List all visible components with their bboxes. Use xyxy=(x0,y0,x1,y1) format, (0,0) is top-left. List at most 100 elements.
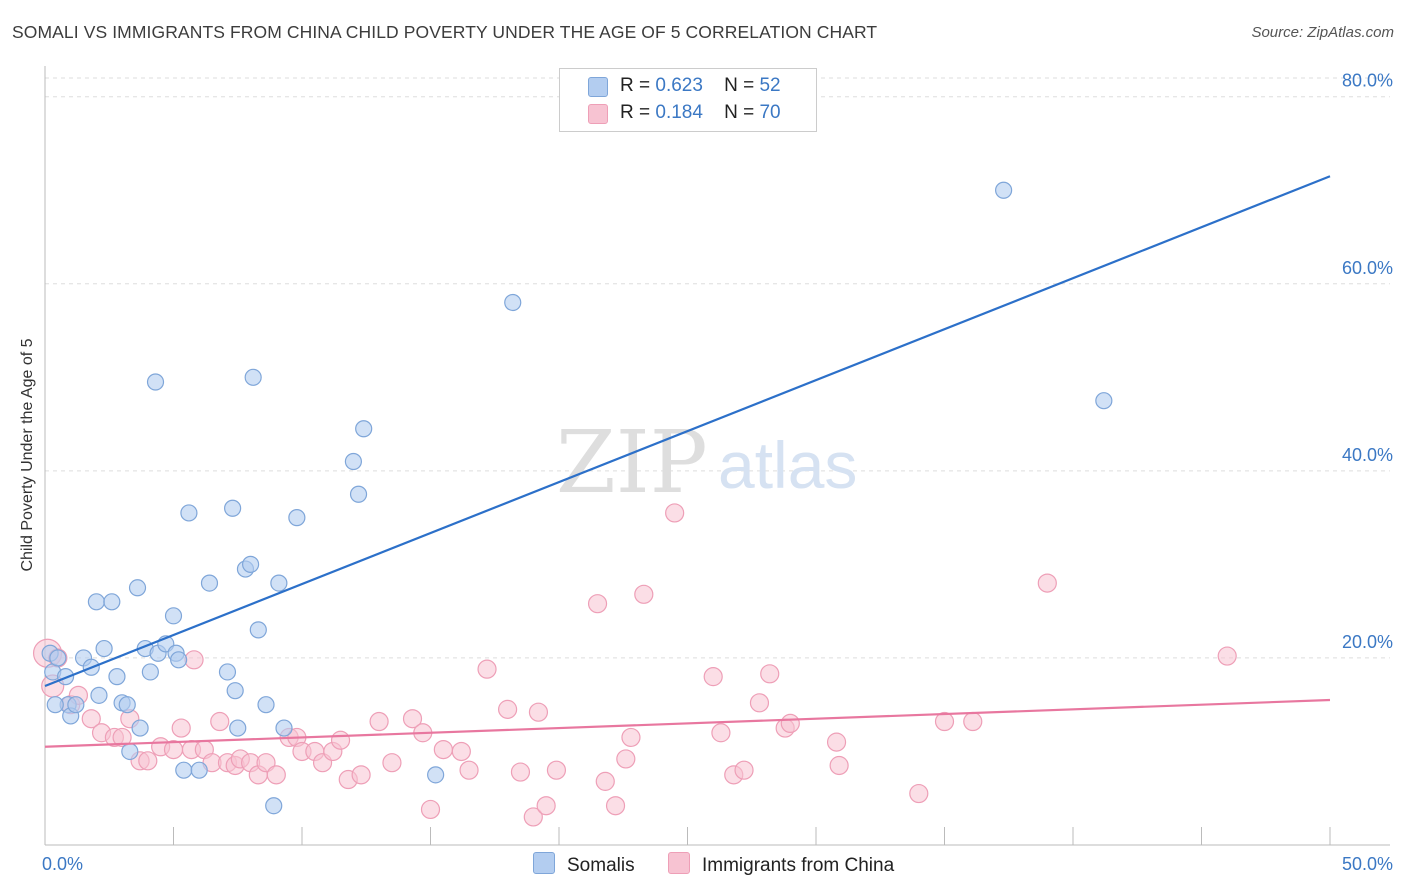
somali-trend-line xyxy=(44,175,1331,688)
china-point xyxy=(829,755,849,776)
china-point xyxy=(605,796,626,816)
legend-swatch-china xyxy=(588,104,608,124)
china-point xyxy=(546,760,567,780)
somali-point xyxy=(200,574,219,592)
somali-point xyxy=(355,420,373,438)
china-point xyxy=(536,796,556,816)
somali-point xyxy=(95,639,113,658)
somali-point xyxy=(226,682,244,700)
bottom-swatch-china xyxy=(668,852,690,874)
china-point xyxy=(171,718,191,738)
somali-point xyxy=(349,485,368,503)
somali-point xyxy=(146,373,165,391)
china-trend-line xyxy=(44,698,1331,748)
china-point xyxy=(420,799,441,820)
china-point xyxy=(382,753,402,773)
china-point xyxy=(734,760,754,780)
china-points xyxy=(32,503,1237,827)
somali-point xyxy=(190,761,208,779)
somali-point xyxy=(249,621,267,639)
china-point xyxy=(523,807,543,827)
china-point xyxy=(433,739,453,760)
somali-point xyxy=(175,761,193,779)
legend-n-label: N = xyxy=(724,75,755,96)
china-point xyxy=(634,584,654,604)
legend-n-label: N = xyxy=(724,102,755,123)
china-point xyxy=(459,760,479,780)
somali-point xyxy=(141,663,159,681)
somali-point xyxy=(1095,392,1113,410)
china-point xyxy=(1037,573,1057,593)
bottom-legend-somali-label: Somalis xyxy=(567,855,635,876)
china-point xyxy=(477,659,497,679)
somali-point xyxy=(118,696,136,714)
legend-r-value: 0.623 xyxy=(655,75,703,96)
china-point xyxy=(81,709,101,729)
china-point xyxy=(138,751,158,771)
somali-point xyxy=(244,368,262,386)
somali-point xyxy=(344,452,362,471)
somali-point xyxy=(67,696,85,714)
china-point xyxy=(369,711,389,732)
trend-lines xyxy=(44,175,1331,748)
china-point xyxy=(780,713,800,734)
tick-labels: 20.0% 40.0% 60.0% 80.0% 0.0% 50.0% xyxy=(42,71,1393,874)
china-point xyxy=(749,693,770,713)
china-point xyxy=(112,727,132,748)
somali-point xyxy=(121,742,139,761)
china-point xyxy=(665,503,685,523)
source-label: Source: ZipAtlas.com xyxy=(1251,24,1394,41)
y-tick-label: 40.0% xyxy=(1342,445,1393,465)
china-point xyxy=(963,711,983,732)
somali-point xyxy=(224,499,242,517)
legend-text-china: R = 0.184 N = 70 xyxy=(620,102,781,124)
somali-point xyxy=(180,504,198,522)
somali-point xyxy=(170,651,188,669)
somali-point xyxy=(995,181,1013,199)
somali-point xyxy=(46,696,64,714)
somali-point xyxy=(128,579,147,597)
china-point xyxy=(498,699,518,719)
correlation-legend: R = 0.623 N = 52 R = 0.184 N = 70 xyxy=(559,68,817,132)
somali-point xyxy=(427,766,445,784)
somali-points xyxy=(41,181,1113,815)
somali-point xyxy=(164,607,183,625)
china-point xyxy=(528,702,549,722)
somali-point xyxy=(56,668,75,686)
legend-r-label: R = xyxy=(620,75,651,96)
somali-point xyxy=(242,555,260,573)
axes xyxy=(44,66,1390,846)
somali-point xyxy=(103,593,121,611)
bottom-legend-china-label: Immigrants from China xyxy=(702,855,895,876)
china-point xyxy=(402,709,423,729)
somali-point xyxy=(49,649,67,667)
china-point xyxy=(210,711,230,732)
china-point xyxy=(909,783,929,804)
y-tick-label: 60.0% xyxy=(1342,258,1393,278)
somali-point xyxy=(218,663,237,681)
china-point xyxy=(351,765,371,785)
china-point xyxy=(621,727,641,748)
legend-text-somali: R = 0.623 N = 52 xyxy=(620,75,781,97)
somali-point xyxy=(90,686,108,704)
x-tick-label: 0.0% xyxy=(42,854,83,874)
china-point xyxy=(760,664,780,684)
legend-n-value: 70 xyxy=(759,102,781,123)
y-tick-label: 80.0% xyxy=(1342,71,1393,91)
legend-swatch-somali xyxy=(588,77,608,97)
bottom-legend-somali: Somalis xyxy=(533,852,635,877)
somali-point xyxy=(229,719,247,737)
legend-n-value: 52 xyxy=(759,75,781,96)
china-point xyxy=(330,730,351,750)
somali-point xyxy=(131,719,149,737)
china-point xyxy=(451,741,471,762)
bottom-swatch-somali xyxy=(533,852,555,874)
legend-r-value: 0.184 xyxy=(655,102,703,123)
china-point xyxy=(703,667,723,687)
somali-point xyxy=(504,293,522,312)
china-point xyxy=(587,594,608,614)
china-point xyxy=(266,765,286,785)
x-tick-label: 50.0% xyxy=(1342,854,1393,874)
y-tick-label: 20.0% xyxy=(1342,632,1393,652)
